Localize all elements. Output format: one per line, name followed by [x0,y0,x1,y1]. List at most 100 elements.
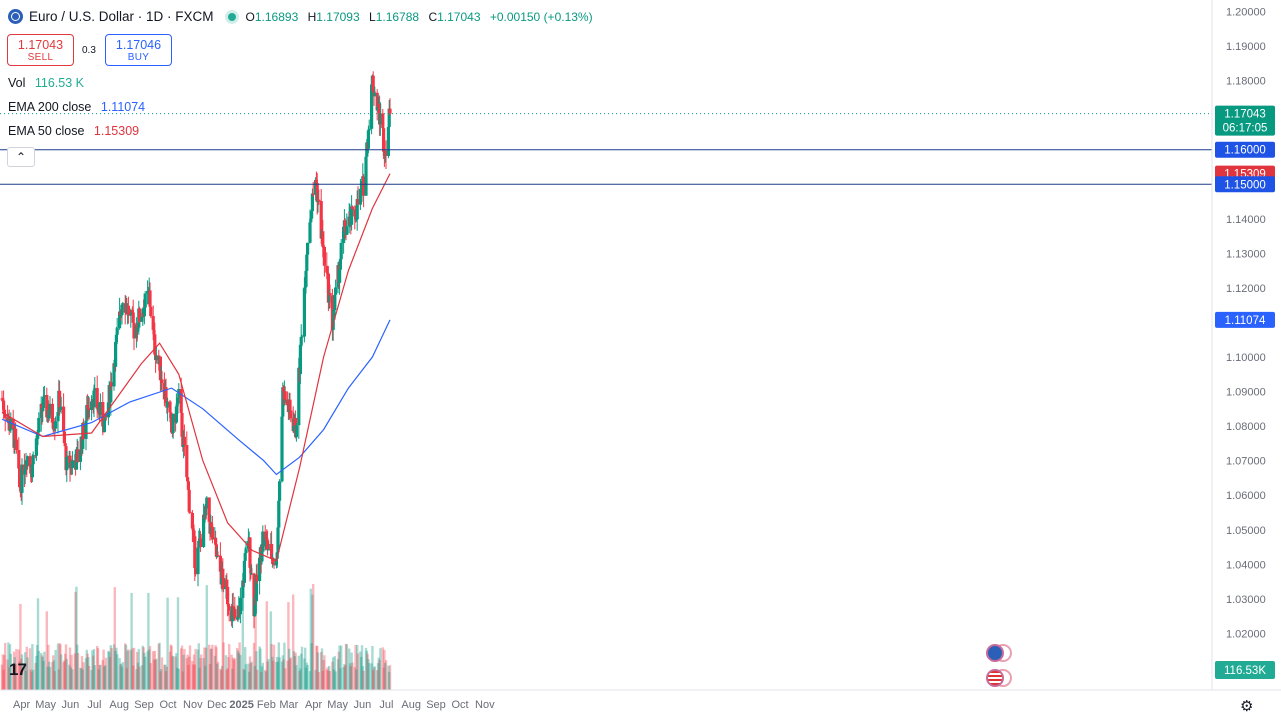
candle-body [175,403,179,407]
y-tick-label: 1.07000 [1226,456,1266,468]
volume-bar [43,651,46,690]
candle-body [230,606,234,622]
gear-icon[interactable]: ⚙ [1240,698,1254,715]
low-key: L [369,9,376,24]
volume-legend[interactable]: Vol 116.53 K [8,76,84,90]
volume-bar [292,651,296,690]
eu-flag-icon[interactable] [986,644,1012,662]
symbol-legend[interactable]: Euro / U.S. Dollar · 1D · FXCM O1.16893 … [8,9,599,24]
volume-tag [1215,661,1275,679]
volume-bar [48,661,51,690]
volume-bar [377,657,380,690]
candle-body [95,388,99,409]
volume-bar [132,647,136,690]
candle-body [86,407,90,418]
candle-body [231,606,235,608]
volume-bar [202,658,205,690]
ema200-legend[interactable]: EMA 200 close 1.11074 [8,100,145,114]
candle-body [82,423,86,439]
sell-button[interactable]: 1.17043 SELL [7,34,74,66]
x-tick-label: Jun [62,699,80,711]
volume-bar [155,658,158,690]
candle-body [209,523,213,534]
globe-icon [8,9,23,24]
volume-bar [305,662,308,690]
volume-bar [80,656,84,690]
buy-button[interactable]: 1.17046 BUY [105,34,172,66]
volume-bar [288,648,291,690]
candle-body [216,555,220,557]
volume-bar [241,589,244,690]
volume-bar [194,648,197,690]
volume-bar [295,665,298,690]
volume-bar [53,671,56,690]
candle-body [192,530,196,537]
vol-label: Vol [8,76,26,90]
volume-bar [164,671,168,690]
candle-body [120,304,124,316]
volume-bar [3,655,6,690]
volume-bar [237,652,240,690]
volume-bar [113,587,116,690]
volume-bar [332,669,336,690]
volume-bar [253,665,256,690]
candle-body [54,421,58,429]
candle-body [315,183,319,202]
volume-bar [91,650,94,690]
ema50-legend[interactable]: EMA 50 close 1.15309 [8,124,139,138]
candle-body [182,436,186,446]
volume-bar [75,586,78,690]
volume-bar [84,658,88,690]
candle-body [114,334,118,343]
us-flag-icon[interactable] [986,669,1012,687]
candle-body [28,456,32,467]
volume-bar [292,594,295,690]
volume-bar [76,653,80,690]
volume-bar [193,664,196,690]
volume-bar [233,658,236,690]
ema200-value: 1.11074 [100,100,146,114]
y-tick-label: 1.08000 [1226,421,1266,433]
volume-bar [325,669,328,690]
volume-bar [224,655,228,690]
volume-bar [98,664,101,690]
candle-body [297,367,301,426]
volume-bar [348,648,351,690]
last-price-label: 1.17043 [1224,109,1266,121]
volume-bar [138,666,141,690]
volume-bar [264,670,267,690]
candle-body [265,537,269,541]
volume-bar [115,647,118,690]
candle-body [1,398,5,402]
volume-bar [356,653,360,690]
candle-body [174,406,178,423]
candle-body [138,308,142,322]
volume-bar [310,643,313,690]
volume-bar [261,662,264,690]
candle-body [118,311,122,329]
candle-body [134,324,138,339]
tradingview-logo[interactable]: 17 [9,660,27,679]
volume-bar [316,645,319,690]
x-tick-label: Nov [475,699,495,711]
candle-body [321,231,325,247]
volume-bar [365,650,368,690]
volume-bar [52,660,56,690]
volume-bar [264,671,268,690]
candle-body [151,316,155,330]
x-tick-label: Jul [87,699,101,711]
chevron-up-icon[interactable]: ⌃ [7,147,35,167]
symbol-title[interactable]: Euro / U.S. Dollar · 1D · FXCM [29,9,214,24]
candle-body [2,401,6,410]
candle-body [42,395,46,397]
volume-bar [344,643,348,690]
candle-body [119,315,123,317]
volume-bar [376,670,379,690]
volume-bar [300,646,304,690]
volume-bar [126,650,129,690]
volume-bar [321,670,324,690]
level-low-label: 1.15000 [1224,179,1266,191]
candle-body [334,287,338,295]
volume-bar [304,647,307,690]
